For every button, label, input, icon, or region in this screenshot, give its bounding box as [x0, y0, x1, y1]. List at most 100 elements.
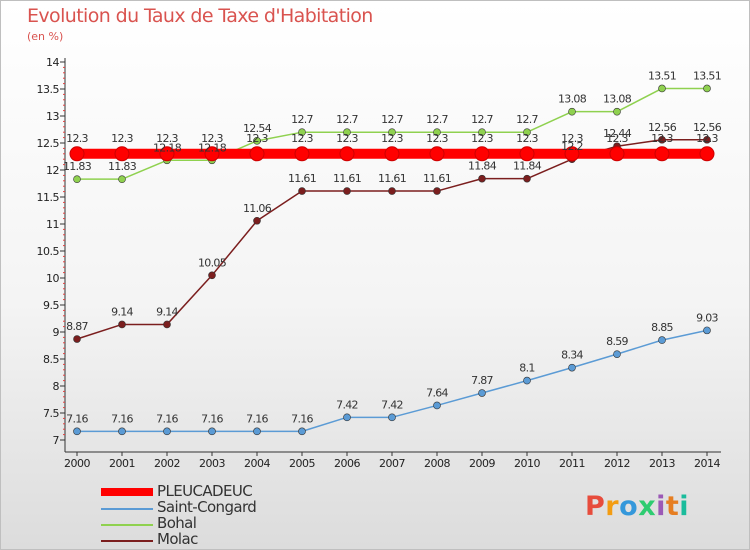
data-label: 12.3: [606, 132, 628, 145]
data-point: [474, 146, 490, 162]
data-point: [703, 84, 711, 93]
data-label: 12.3: [426, 132, 448, 145]
data-point: [384, 146, 400, 162]
data-label: 8.85: [651, 321, 673, 334]
data-label: 8.1: [519, 362, 534, 375]
chart-axes: 77.588.599.51010.51111.51212.51313.51420…: [37, 56, 721, 470]
logo-letter: i: [656, 491, 666, 522]
x-tick-label: 2007: [379, 457, 405, 470]
legend-label: Bohal: [157, 514, 197, 532]
x-tick-label: 2006: [334, 457, 360, 470]
logo-letter: o: [619, 491, 639, 522]
logo-letter: r: [605, 491, 620, 522]
data-point: [159, 146, 175, 162]
y-tick-label: 7: [53, 434, 60, 447]
data-label: 12.3: [381, 132, 403, 145]
data-label: 13.51: [648, 69, 676, 82]
data-label: 12.7: [381, 113, 403, 126]
data-label: 7.42: [336, 398, 358, 411]
legend-swatch: [101, 524, 153, 526]
data-point: [388, 187, 396, 195]
y-tick-label: 12: [46, 164, 59, 177]
y-tick-label: 9.5: [43, 299, 59, 312]
data-label: 11.61: [423, 172, 451, 185]
data-point: [478, 389, 486, 397]
data-label: 11.61: [288, 172, 316, 185]
data-label: 12.56: [648, 121, 677, 134]
data-point: [253, 216, 261, 225]
data-label: 12.18: [153, 141, 182, 154]
data-label: 12.3: [201, 132, 223, 145]
data-label: 13.08: [558, 93, 587, 106]
data-label: 12.3: [246, 132, 268, 145]
x-tick-label: 2005: [289, 457, 315, 470]
data-label: 12.3: [471, 132, 493, 145]
y-tick-label: 8.5: [43, 353, 59, 366]
logo-letter: P: [585, 491, 606, 522]
data-point: [568, 107, 576, 116]
proxiti-logo: Proxiti: [585, 491, 689, 522]
data-point: [433, 187, 441, 195]
data-point: [433, 128, 441, 136]
data-label: 12.7: [426, 113, 448, 126]
data-label: 9.03: [696, 311, 718, 324]
chart-series-lines: [69, 84, 715, 436]
data-point: [478, 128, 486, 136]
data-label: 12.3: [336, 132, 358, 145]
data-label: 12.3: [561, 132, 583, 145]
data-label: 7.16: [291, 412, 313, 425]
data-label: 12.7: [291, 113, 313, 126]
y-tick-label: 11.5: [37, 191, 60, 204]
data-point: [253, 427, 261, 436]
data-point: [433, 401, 441, 410]
data-label: 7.16: [156, 412, 178, 425]
data-label: 11.06: [243, 202, 272, 215]
data-point: [298, 187, 306, 195]
data-label: 12.3: [111, 132, 133, 145]
data-point: [523, 128, 531, 136]
data-label: 8.59: [606, 335, 628, 348]
x-tick-label: 2010: [514, 457, 540, 470]
y-tick-label: 12.5: [37, 137, 60, 150]
data-label: 7.42: [381, 398, 403, 411]
y-tick-label: 14: [46, 56, 59, 69]
data-point: [658, 336, 666, 344]
data-point: [388, 413, 396, 422]
data-label: 11.61: [333, 172, 361, 185]
data-point: [703, 326, 711, 335]
data-point: [703, 135, 711, 144]
data-point: [343, 128, 351, 136]
data-point: [613, 107, 621, 116]
x-tick-label: 2011: [559, 457, 585, 470]
data-point: [658, 135, 666, 144]
logo-letter: t: [665, 491, 680, 522]
legend-swatch: [101, 540, 153, 542]
data-point: [208, 271, 216, 280]
data-point: [253, 137, 261, 145]
x-tick-label: 2008: [424, 457, 450, 470]
data-point: [519, 146, 535, 162]
data-point: [343, 187, 351, 195]
data-label: 8.87: [66, 320, 88, 333]
data-label: 9.14: [111, 305, 133, 318]
legend-label: PLEUCADEUC: [157, 482, 253, 500]
data-point: [73, 427, 81, 436]
logo-letter: x: [638, 491, 657, 522]
data-label: 7.16: [246, 412, 268, 425]
legend-swatch: [101, 508, 153, 510]
data-point: [478, 174, 486, 183]
data-label: 7.64: [426, 386, 448, 399]
data-point: [613, 350, 621, 358]
x-tick-label: 2014: [694, 457, 720, 470]
data-point: [73, 175, 81, 183]
data-point: [249, 146, 265, 162]
data-point: [204, 146, 220, 162]
data-point: [69, 146, 85, 162]
x-tick-label: 2001: [109, 457, 135, 470]
data-label: 10.05: [198, 256, 227, 269]
data-label: 12.18: [198, 141, 227, 154]
data-label: 12.7: [336, 113, 358, 126]
x-tick-label: 2009: [469, 457, 495, 470]
